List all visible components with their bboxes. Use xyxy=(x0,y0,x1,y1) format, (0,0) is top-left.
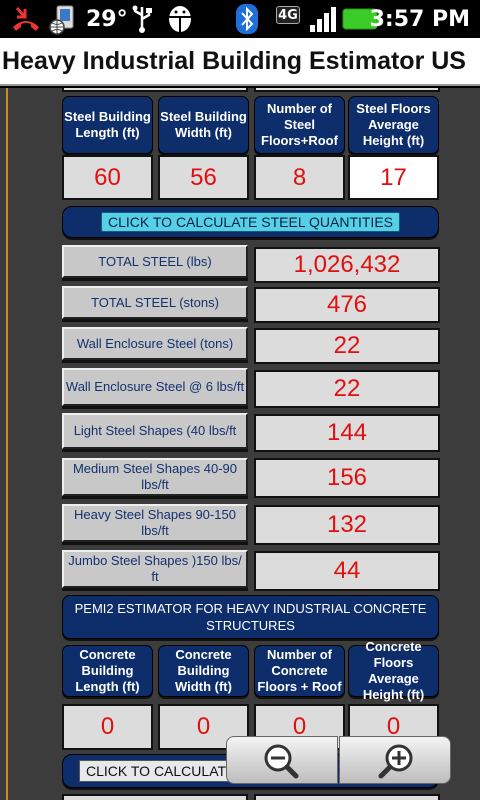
previous-row-right xyxy=(254,88,440,92)
zoom-in-icon xyxy=(378,744,413,779)
steel-width-header: Steel Building Width (ft) xyxy=(158,96,249,154)
status-bar: 29° 4G xyxy=(0,0,480,38)
signal-icon xyxy=(306,0,342,38)
battery-icon xyxy=(342,0,382,38)
steel-height-input[interactable]: 17 xyxy=(348,155,439,200)
zoom-in-button[interactable] xyxy=(339,736,451,784)
calculate-concrete-button[interactable]: CLICK TO CALCULATE xyxy=(79,760,243,782)
result-value-light-steel: 144 xyxy=(254,414,440,452)
steel-floors-input[interactable]: 8 xyxy=(254,155,345,200)
result-label-heavy-steel: Heavy Steel Shapes 90-150 lbs/ft xyxy=(62,504,248,542)
steel-width-input[interactable]: 56 xyxy=(158,155,249,200)
app-title-bar: Heavy Industrial Building Estimator US xyxy=(0,38,480,86)
steel-floors-header: Number of Steel Floors+Roof xyxy=(254,96,345,154)
result-label-total-steel-stons: TOTAL STEEL (stons) xyxy=(62,286,248,319)
steel-length-header: Steel Building Length (ft) xyxy=(62,96,153,154)
concrete-length-header: Concrete Building Length (ft) xyxy=(62,645,153,697)
zoom-out-button[interactable] xyxy=(226,736,338,784)
steel-height-header: Steel Floors Average Height (ft) xyxy=(348,96,439,154)
result-label-total-steel-lbs: TOTAL STEEL (lbs) xyxy=(62,245,248,278)
result-label-light-steel: Light Steel Shapes (40 lbs/ft xyxy=(62,413,248,449)
estimator-form[interactable]: Steel Building Length (ft) Steel Buildin… xyxy=(0,88,480,800)
concrete-width-header: Concrete Building Width (ft) xyxy=(158,645,249,697)
result-label-wall-enclosure-tons: Wall Enclosure Steel (tons) xyxy=(62,327,248,360)
calculate-steel-button[interactable]: CLICK TO CALCULATE STEEL QUANTITIES xyxy=(101,212,400,232)
left-border-line xyxy=(6,88,8,800)
sim-network-icon xyxy=(46,0,82,38)
result-label-wall-enclosure-6lbs: Wall Enclosure Steel @ 6 lbs/ft xyxy=(62,368,248,406)
zoom-out-icon xyxy=(264,744,299,779)
concrete-length-input[interactable]: 0 xyxy=(62,704,153,750)
bluetooth-icon xyxy=(232,0,262,38)
next-row-right xyxy=(254,794,440,800)
result-value-wall-enclosure-6lbs: 22 xyxy=(254,370,440,408)
result-value-total-steel-lbs: 1,026,432 xyxy=(254,247,440,283)
usb-icon xyxy=(128,0,156,38)
result-label-jumbo-steel: Jumbo Steel Shapes )150 lbs/ ft xyxy=(62,550,248,588)
app-title: Heavy Industrial Building Estimator US xyxy=(2,46,466,75)
temperature-text: 29° xyxy=(86,6,128,32)
missed-call-icon xyxy=(8,0,44,38)
result-value-medium-steel: 156 xyxy=(254,458,440,498)
result-value-wall-enclosure-tons: 22 xyxy=(254,328,440,364)
concrete-floors-header: Number of Concrete Floors + Roof xyxy=(254,645,345,697)
android-debug-icon xyxy=(160,0,200,38)
result-label-medium-steel: Medium Steel Shapes 40-90 lbs/ft xyxy=(62,458,248,496)
previous-row-left xyxy=(62,88,248,92)
concrete-height-header: Concrete Floors Average Height (ft) xyxy=(348,639,439,702)
steel-calc-bar: CLICK TO CALCULATE STEEL QUANTITIES xyxy=(62,206,439,238)
network-type-badge: 4G xyxy=(276,6,300,24)
concrete-section-title: PEMI2 ESTIMATOR FOR HEAVY INDUSTRIAL CON… xyxy=(62,595,439,639)
next-row-left xyxy=(62,794,248,800)
steel-length-input[interactable]: 60 xyxy=(62,155,153,200)
result-value-total-steel-stons: 476 xyxy=(254,287,440,323)
result-value-heavy-steel: 132 xyxy=(254,505,440,545)
result-value-jumbo-steel: 44 xyxy=(254,551,440,591)
clock-time: 3:57 PM xyxy=(369,6,470,32)
